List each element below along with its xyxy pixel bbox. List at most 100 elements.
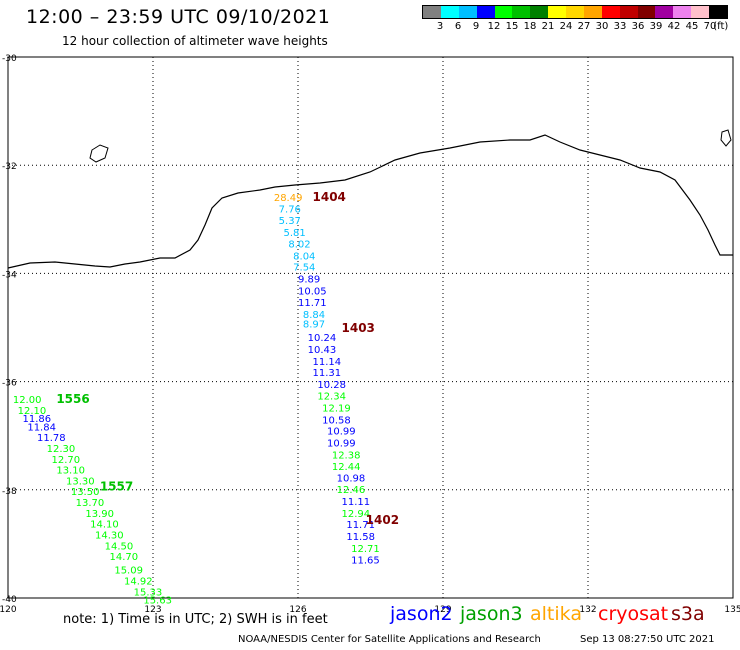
island-outline xyxy=(89,144,109,163)
pass-number-label: 1402 xyxy=(366,513,399,527)
wave-height-label: 11.86 xyxy=(23,414,52,425)
map-title: 12:00 – 23:59 UTC 09/10/2021 xyxy=(26,6,331,28)
wave-height-label: 14.50 xyxy=(105,541,134,552)
pass-number-label: 1556 xyxy=(56,392,89,406)
map-frame xyxy=(7,56,734,599)
lat-tick-label: -40 xyxy=(2,595,17,605)
island-outline xyxy=(720,129,732,147)
wave-height-label: 14.92 xyxy=(124,576,153,587)
wave-height-label: 28.49 xyxy=(274,193,303,204)
wave-height-label: 11.31 xyxy=(313,368,342,379)
colorbar-swatch xyxy=(566,6,584,18)
wave-height-label: 13.90 xyxy=(85,509,114,520)
colorbar-swatch xyxy=(709,6,727,18)
pass-number-label: 1557 xyxy=(100,479,133,493)
colorbar-swatch xyxy=(440,6,459,18)
lon-tick-label: 135 xyxy=(724,605,740,615)
colorbar-label: 36 xyxy=(631,21,645,32)
legend-item-jason3: jason3 xyxy=(460,603,523,625)
wave-height-label: 10.58 xyxy=(322,415,351,426)
wave-height-label: 8.97 xyxy=(303,320,325,331)
colorbar-swatch xyxy=(494,6,513,18)
legend-item-jason2: jason2 xyxy=(390,603,453,625)
wave-height-label: 12.38 xyxy=(332,450,361,461)
colorbar-label: 33 xyxy=(613,21,627,32)
colorbar-swatch xyxy=(673,6,692,18)
wave-height-label: 10.05 xyxy=(298,286,327,297)
colorbar-label: 12 xyxy=(487,21,501,32)
wave-height-label: 10.28 xyxy=(317,380,346,391)
wave-height-label: 11.71 xyxy=(298,298,327,309)
wave-height-label: 12.71 xyxy=(351,544,380,555)
coastline xyxy=(7,134,733,269)
wave-height-label: 9.89 xyxy=(298,275,320,286)
wave-height-label: 12.94 xyxy=(342,509,371,520)
legend-item-s3a: s3a xyxy=(671,603,705,625)
wave-height-label: 11.14 xyxy=(313,357,342,368)
legend-item-cryosat: cryosat xyxy=(598,603,669,625)
lon-tick-label: 132 xyxy=(579,605,596,615)
wave-height-label: 11.78 xyxy=(37,433,66,444)
colorbar-swatch xyxy=(637,6,656,18)
lon-tick-label: 129 xyxy=(434,605,451,615)
wave-height-label: 13.50 xyxy=(71,487,100,498)
colorbar-label: 15 xyxy=(505,21,519,32)
credit-line: NOAA/NESDIS Center for Satellite Applica… xyxy=(238,634,541,645)
colorbar-swatch xyxy=(619,6,638,18)
colorbar-swatch xyxy=(601,6,620,18)
lat-tick-label: -36 xyxy=(2,379,17,389)
colorbar-swatch xyxy=(548,6,566,18)
wave-height-label: 10.43 xyxy=(308,345,337,356)
wave-height-label: 13.10 xyxy=(56,466,85,477)
wave-height-label: 13.70 xyxy=(76,498,105,509)
colorbar-label: 9 xyxy=(472,21,480,32)
wave-height-label: 15.09 xyxy=(114,566,143,577)
wave-height-label: 11.71 xyxy=(346,520,375,531)
wave-height-label: 8.04 xyxy=(293,251,315,262)
colorbar-swatch xyxy=(530,6,549,18)
generation-timestamp: Sep 13 08:27:50 UTC 2021 xyxy=(580,634,715,645)
wave-height-label: 5.37 xyxy=(279,216,301,227)
colorbar-swatch xyxy=(691,6,709,18)
colorbar-swatch xyxy=(655,6,674,18)
wave-height-label: 15.63 xyxy=(143,595,172,606)
wave-height-label: 13.30 xyxy=(66,476,95,487)
colorbar-label: 24 xyxy=(559,21,573,32)
legend-item-altika: altika xyxy=(530,603,582,625)
wave-height-label: 12.10 xyxy=(18,406,47,417)
pass-number-label: 1403 xyxy=(342,321,375,335)
lat-tick-label: -38 xyxy=(2,487,17,497)
colorbar-label: 3 xyxy=(436,21,444,32)
colorbar-swatch xyxy=(423,6,441,18)
wave-height-label: 10.99 xyxy=(327,439,356,450)
wave-height-label: 14.70 xyxy=(110,552,139,563)
wave-height-label: 12.44 xyxy=(332,462,361,473)
colorbar-label: 18 xyxy=(523,21,537,32)
wave-height-label: 11.11 xyxy=(342,497,371,508)
colorbar-swatch xyxy=(512,6,531,18)
colorbar-label: 39 xyxy=(649,21,663,32)
colorbar-swatch xyxy=(583,6,602,18)
wave-height-label: 8.84 xyxy=(303,310,325,321)
lon-tick-label: 126 xyxy=(289,605,306,615)
colorbar-label: 42 xyxy=(667,21,681,32)
wave-height-label: 7.76 xyxy=(279,204,301,215)
wave-height-label: 12.30 xyxy=(47,444,76,455)
wave-height-label: 12.46 xyxy=(337,485,366,496)
wave-height-label: 14.30 xyxy=(95,530,124,541)
wave-height-label: 12.19 xyxy=(322,403,351,414)
colorbar-label: 30 xyxy=(595,21,609,32)
footnote: note: 1) Time is in UTC; 2) SWH is in fe… xyxy=(63,612,328,627)
colorbar-swatch xyxy=(476,6,495,18)
wave-height-label: 10.99 xyxy=(327,427,356,438)
pass-number-label: 1404 xyxy=(313,190,346,204)
lat-tick-label: -30 xyxy=(2,54,17,64)
colorbar-label: 45 xyxy=(685,21,699,32)
wave-height-label: 10.98 xyxy=(337,474,366,485)
wave-height-label: 15.33 xyxy=(134,587,163,598)
wave-height-label: 8.02 xyxy=(288,239,310,250)
map-subtitle: 12 hour collection of altimeter wave hei… xyxy=(62,34,328,48)
wave-height-label: 11.84 xyxy=(27,422,56,433)
lon-tick-label: 123 xyxy=(144,605,161,615)
